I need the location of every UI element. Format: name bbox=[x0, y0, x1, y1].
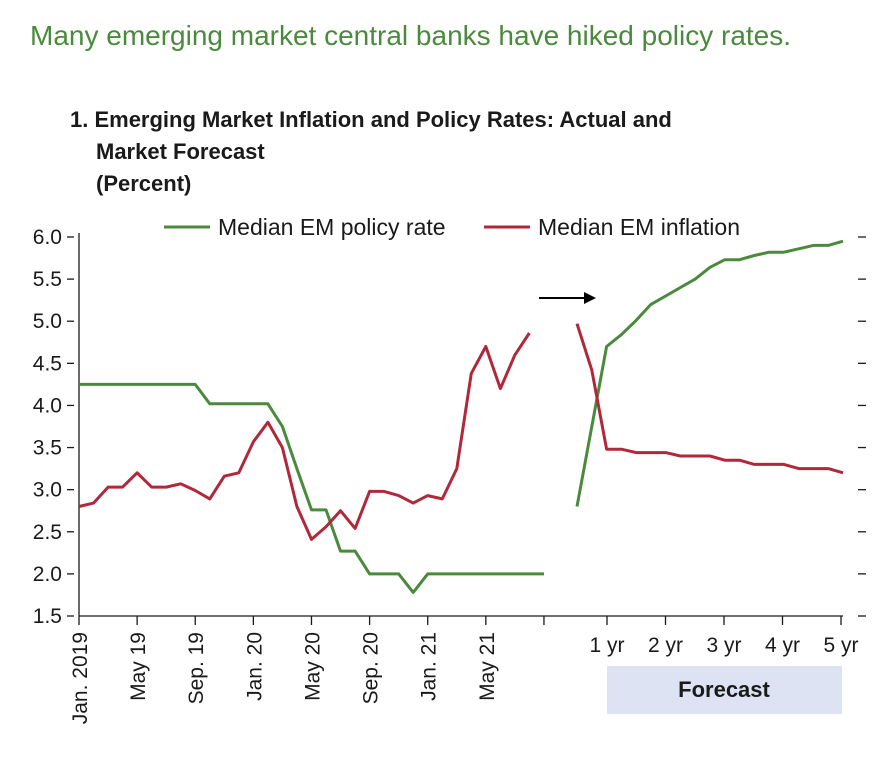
y-tick-label: 5.5 bbox=[33, 268, 62, 291]
y-tick-label: 3.0 bbox=[33, 479, 62, 502]
x-tick-label: May 20 bbox=[301, 632, 324, 701]
inflation-forecast-line bbox=[575, 323, 844, 475]
chart-title-line-2: Market Forecast bbox=[96, 139, 265, 164]
chart-title: 1. Emerging Market Inflation and Policy … bbox=[70, 104, 672, 200]
forecast-box bbox=[607, 666, 842, 714]
y-tick-label: 1.5 bbox=[33, 605, 62, 628]
y-tick-label: 2.5 bbox=[33, 521, 62, 544]
x-tick-label: Jan. 20 bbox=[243, 632, 266, 701]
inflation-actual-line bbox=[78, 332, 531, 541]
x-tick-label: Sep. 20 bbox=[360, 632, 383, 704]
x-tick-label-forecast: 1 yr bbox=[589, 634, 624, 657]
policy-rate-actual-line bbox=[79, 382, 544, 594]
x-tick-label: Jan. 2019 bbox=[69, 632, 92, 724]
x-tick-label-forecast: 3 yr bbox=[706, 634, 741, 657]
y-tick-label: 4.5 bbox=[33, 352, 62, 375]
headline: Many emerging market central banks have … bbox=[30, 20, 792, 51]
x-tick-label-forecast: 2 yr bbox=[648, 634, 683, 657]
y-tick-label: 2.0 bbox=[33, 563, 62, 586]
forecast-label: Forecast bbox=[678, 677, 770, 702]
y-tick-label: 3.5 bbox=[33, 437, 62, 460]
y-tick-label: 4.0 bbox=[33, 394, 62, 417]
x-tick-label-forecast: 5 yr bbox=[823, 634, 858, 657]
y-tick-label: 5.0 bbox=[33, 310, 62, 333]
policy-rate-forecast-line bbox=[575, 239, 844, 507]
chart-subtitle-units: (Percent) bbox=[96, 171, 192, 196]
y-tick-label: 6.0 bbox=[33, 226, 62, 249]
x-tick-label-forecast: 4 yr bbox=[765, 634, 800, 657]
arrow-head-icon bbox=[584, 292, 596, 304]
x-tick-label: May 19 bbox=[127, 632, 150, 701]
chart-title-line-1: 1. Emerging Market Inflation and Policy … bbox=[70, 107, 672, 132]
x-tick-label: Jan. 21 bbox=[418, 632, 441, 701]
x-tick-label: May 21 bbox=[476, 632, 499, 701]
legend-policy-label: Median EM policy rate bbox=[218, 214, 446, 240]
legend-inflation-label: Median EM inflation bbox=[538, 214, 740, 240]
x-tick-label: Sep. 19 bbox=[185, 632, 208, 704]
